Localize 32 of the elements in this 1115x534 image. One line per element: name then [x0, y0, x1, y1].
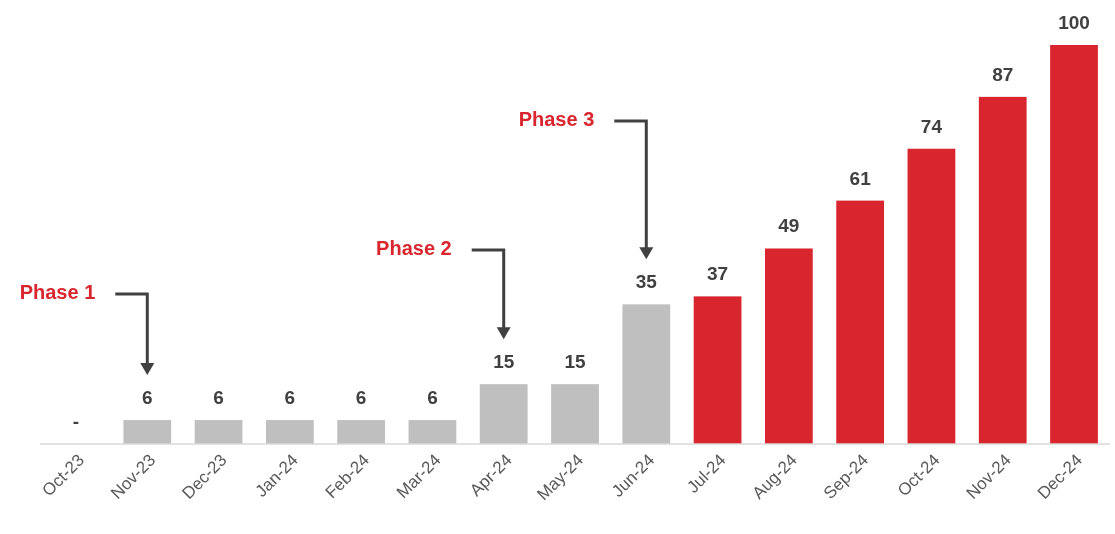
data-label: - — [72, 411, 80, 432]
bar — [1050, 45, 1098, 444]
annotation: Phase 2 — [376, 237, 452, 260]
bar — [907, 148, 956, 444]
bar — [978, 96, 1027, 444]
data-label: 15 — [564, 351, 586, 373]
data-label: 6 — [427, 387, 438, 409]
data-label: 37 — [707, 263, 729, 285]
bar — [764, 248, 813, 444]
annotation: Phase 1 — [19, 281, 96, 304]
bar — [622, 304, 671, 444]
annotation: Phase 3 — [518, 108, 595, 131]
bar — [408, 420, 457, 444]
data-label: 15 — [493, 351, 515, 373]
bar — [337, 420, 386, 444]
bar — [265, 420, 314, 444]
bar — [194, 420, 243, 444]
bar — [693, 296, 742, 444]
bar — [836, 200, 885, 444]
data-label: 74 — [920, 115, 943, 137]
bar — [551, 384, 599, 444]
data-label: 6 — [213, 387, 224, 409]
data-label: 49 — [778, 215, 800, 237]
bar — [123, 420, 172, 444]
data-label: 6 — [284, 387, 296, 409]
data-label: 35 — [635, 271, 658, 293]
data-label: 6 — [355, 387, 367, 409]
data-label: 6 — [142, 387, 153, 409]
data-label: 61 — [849, 167, 872, 189]
data-label: 87 — [992, 63, 1014, 85]
bar — [479, 384, 528, 444]
data-label: 100 — [1058, 12, 1090, 33]
